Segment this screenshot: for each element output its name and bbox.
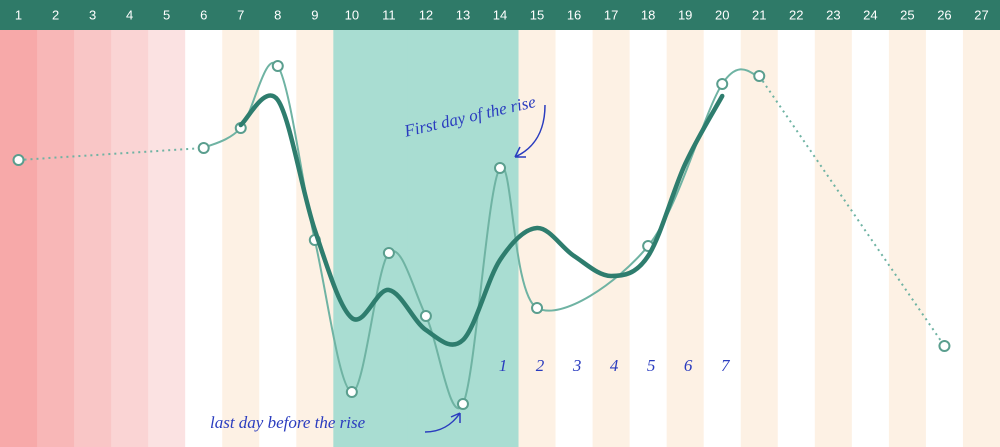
column-band	[370, 30, 408, 447]
day-label: 24	[863, 7, 877, 22]
column-band	[629, 30, 668, 447]
day-label: 9	[311, 7, 318, 22]
data-point	[197, 142, 210, 154]
column-band	[888, 30, 927, 447]
day-label: 10	[345, 7, 359, 22]
day-label: 1	[15, 7, 22, 22]
column-band	[333, 30, 371, 447]
data-point	[716, 78, 729, 90]
data-point	[345, 386, 358, 398]
data-point	[419, 310, 432, 322]
data-point	[382, 247, 395, 259]
day-label: 6	[200, 7, 207, 22]
rise-count-label: 3	[572, 356, 582, 375]
day-label: 2	[52, 7, 59, 22]
day-label: 27	[974, 7, 988, 22]
day-label: 22	[789, 7, 803, 22]
day-label: 11	[382, 7, 396, 22]
column-band	[444, 30, 482, 447]
column-band	[481, 30, 520, 447]
column-band	[518, 30, 557, 447]
day-label: 19	[678, 7, 692, 22]
rise-count-label: 5	[647, 356, 656, 375]
column-band	[74, 30, 112, 447]
day-label: 12	[419, 7, 433, 22]
day-label: 16	[567, 7, 581, 22]
day-label: 17	[604, 7, 618, 22]
dotted-connector	[18, 147, 204, 161]
column-band	[148, 30, 186, 447]
day-label: 14	[493, 7, 507, 22]
column-band	[740, 30, 779, 447]
column-band	[777, 30, 816, 447]
annotation: last day before the rise	[210, 413, 366, 432]
data-point	[753, 70, 766, 82]
day-label: 15	[530, 7, 544, 22]
column-band	[37, 30, 75, 447]
trend-line	[238, 93, 725, 347]
rise-count-label: 4	[610, 356, 619, 375]
day-label: 3	[89, 7, 96, 22]
day-label: 21	[752, 7, 766, 22]
header-bar	[0, 0, 1000, 30]
day-label: 25	[900, 7, 914, 22]
data-point	[271, 60, 284, 72]
dotted-connector	[758, 75, 946, 347]
data-point	[938, 340, 951, 352]
annotation-arrow	[514, 104, 546, 158]
data-point	[494, 162, 506, 174]
column-band	[259, 30, 297, 447]
column-band	[814, 30, 853, 447]
annotation-arrow	[424, 412, 461, 433]
column-band	[0, 30, 38, 447]
column-band	[925, 30, 964, 447]
day-label: 13	[456, 7, 470, 22]
day-label: 7	[237, 7, 244, 22]
column-band	[666, 30, 705, 447]
column-band	[592, 30, 631, 447]
day-label: 4	[126, 7, 133, 22]
column-band	[222, 30, 260, 447]
column-band	[703, 30, 742, 447]
column-band	[851, 30, 890, 447]
rise-count-label: 7	[721, 356, 731, 375]
rise-count-label: 1	[499, 356, 508, 375]
day-label: 20	[715, 7, 729, 22]
column-band	[407, 30, 445, 447]
day-label: 26	[937, 7, 951, 22]
rise-count-label: 6	[684, 356, 693, 375]
day-label: 5	[163, 7, 170, 22]
column-band	[111, 30, 149, 447]
data-point	[456, 398, 469, 410]
day-label: 23	[826, 7, 840, 22]
data-point	[531, 302, 544, 314]
day-label: 8	[274, 7, 281, 22]
rise-count-label: 2	[536, 356, 545, 375]
column-band	[555, 30, 594, 447]
data-point	[12, 154, 25, 166]
day-label: 18	[641, 7, 655, 22]
column-band	[185, 30, 223, 447]
column-band	[962, 30, 1000, 447]
